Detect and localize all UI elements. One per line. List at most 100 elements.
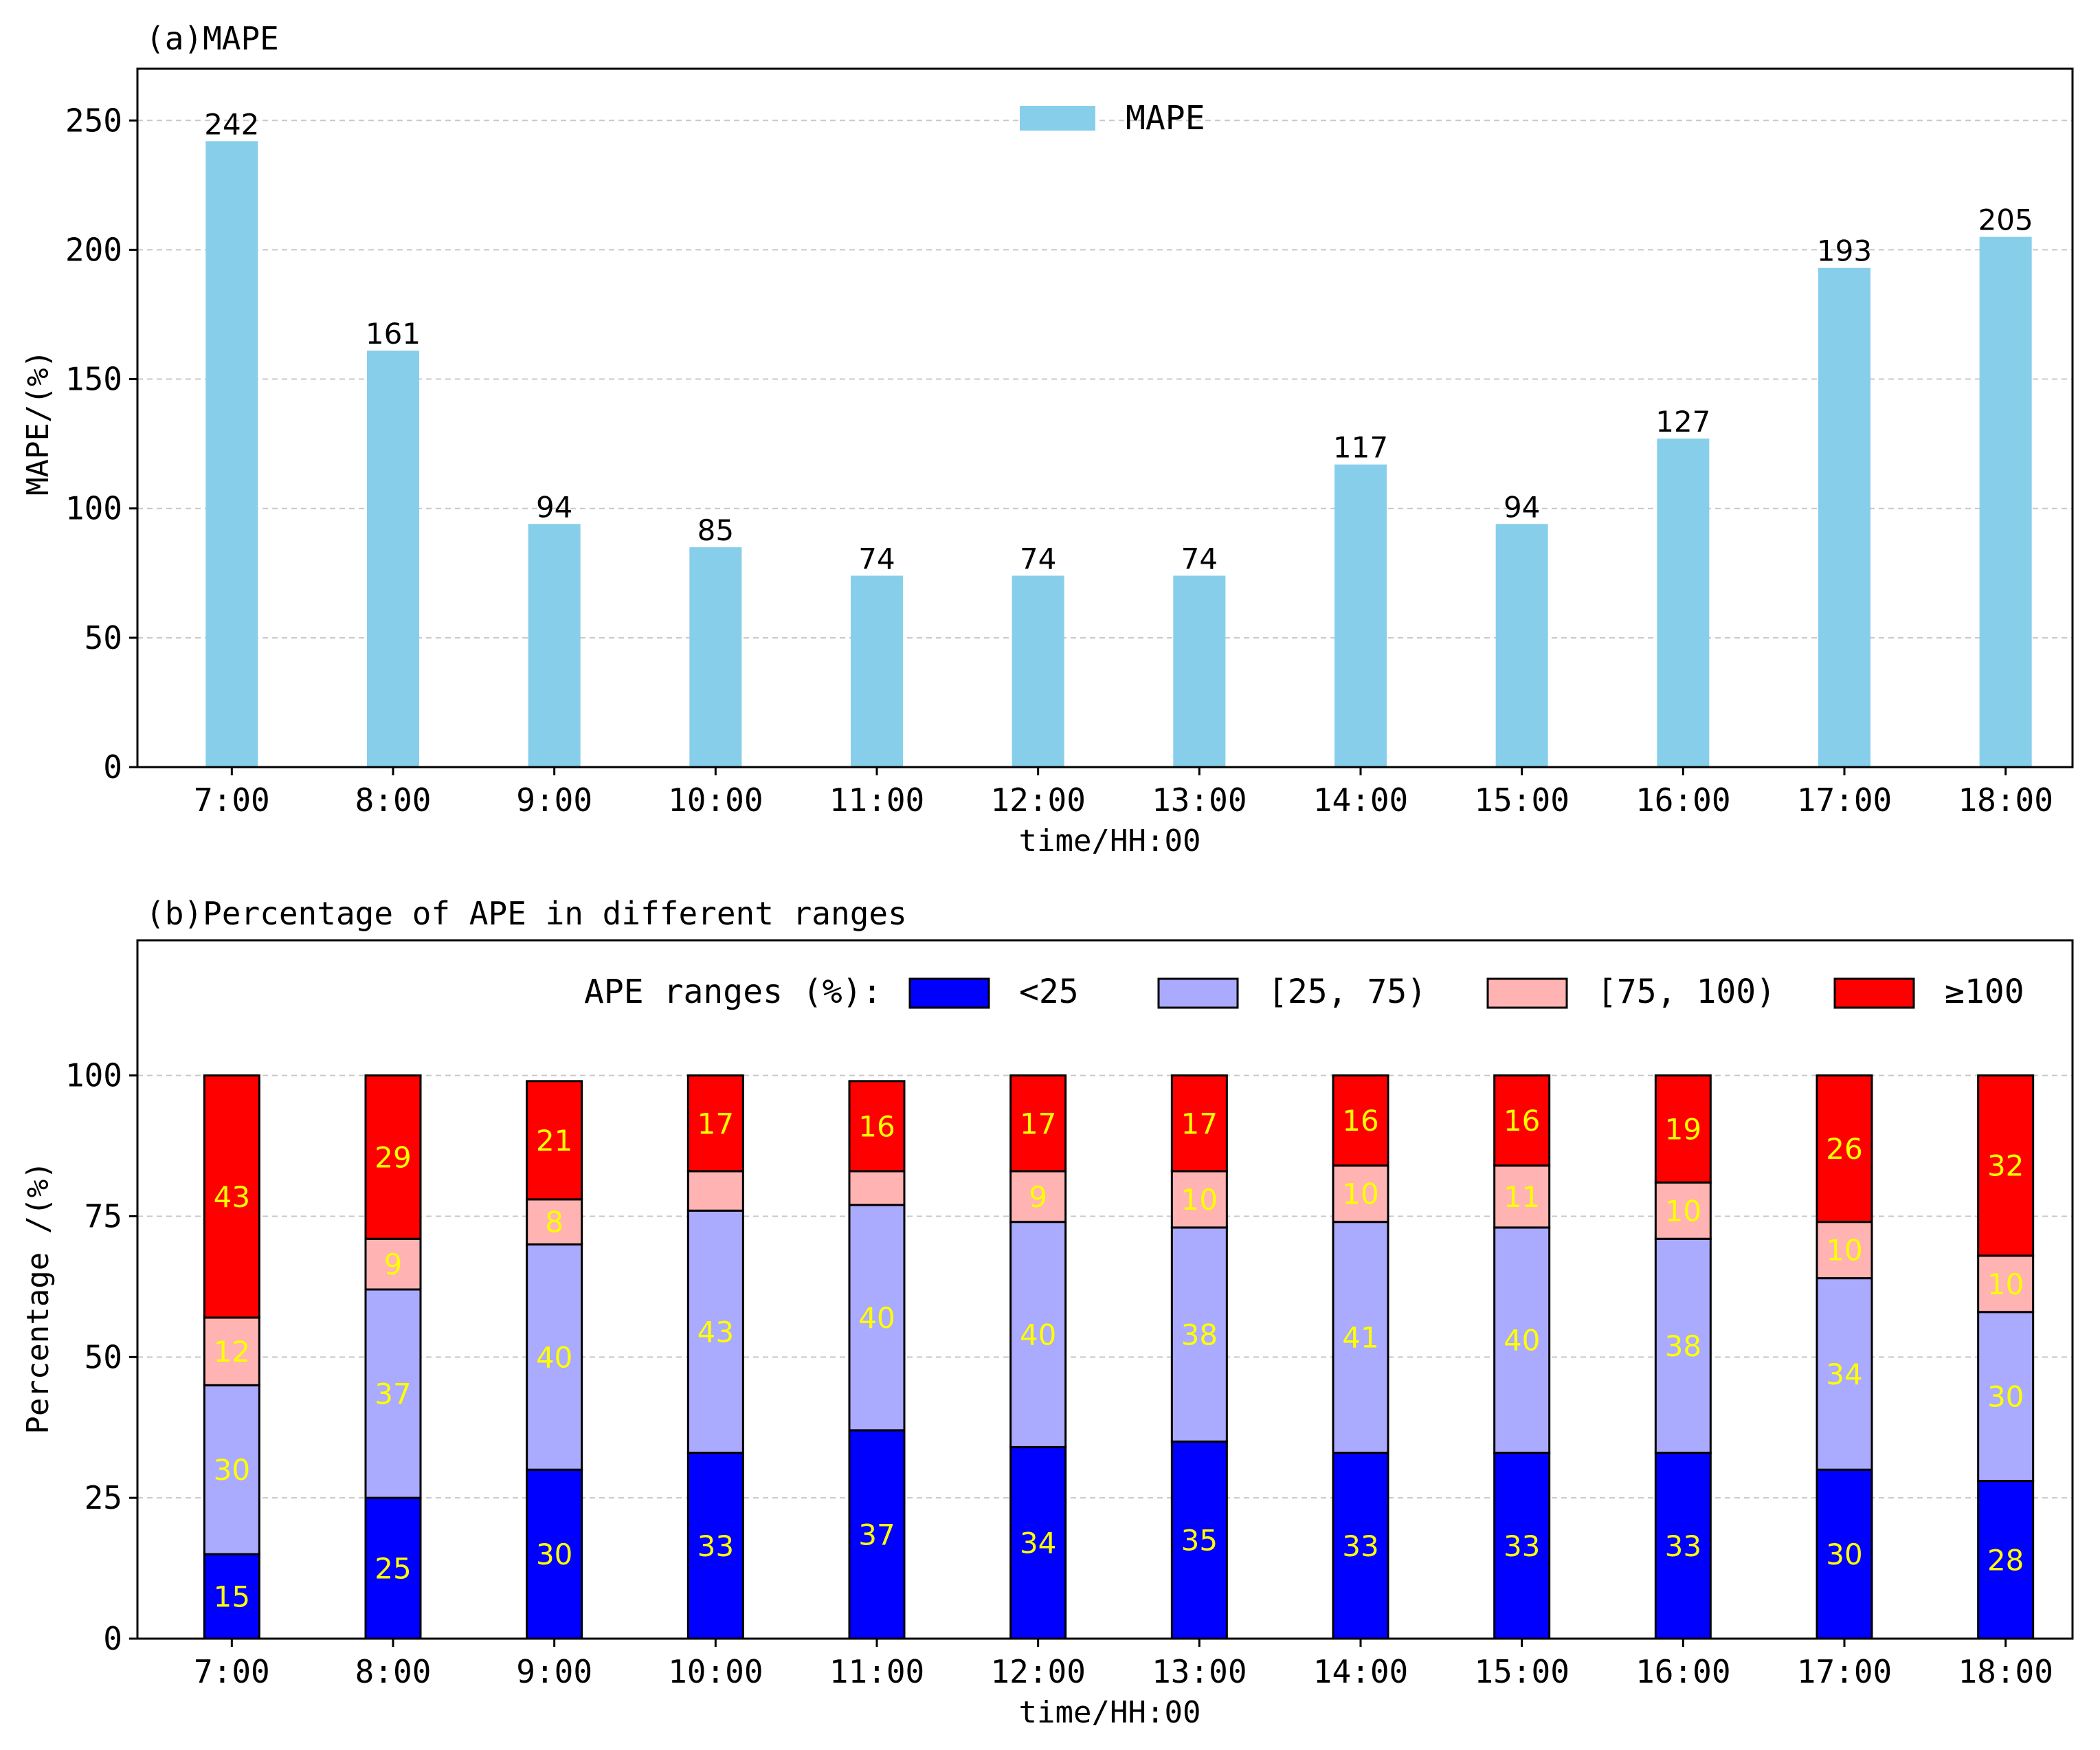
panel-b-segment-labels: 15 30 12 43 25 37 9 29 30 40 8 21 33 43 17 37 40 16 34 40 9 1… [214, 1104, 2024, 1613]
segment-value-label: 30 [536, 1538, 572, 1571]
legend-swatch-75-100 [1486, 977, 1568, 1009]
segment-value-label: 9 [384, 1248, 403, 1281]
bar-segment [364, 1074, 422, 1240]
panel-b-x-ticks: 7:00 8:00 9:00 10:00 11:00 12:00 13:00 14:00 15:… [194, 1639, 2053, 1690]
legend-swatch-ge100 [1833, 977, 1915, 1009]
segment-value-label: 35 [1181, 1524, 1218, 1558]
bar-value-label: 117 [1333, 431, 1388, 465]
segment-value-label: 12 [214, 1335, 250, 1369]
panel-a-title: (a)MAPE [146, 20, 279, 57]
bar-segment [1170, 1226, 1228, 1443]
bar [851, 575, 903, 767]
x-tick-label: 8:00 [355, 782, 432, 819]
segment-value-label: 33 [1342, 1529, 1378, 1563]
segment-value-label: 30 [1987, 1380, 2024, 1414]
bar-value-label: 161 [366, 317, 421, 351]
panel-b-y-ticks: 0 25 50 75 100 [65, 1057, 137, 1657]
segment-value-label: 33 [1504, 1529, 1540, 1563]
segment-value-label: 26 [1826, 1132, 1862, 1166]
bar [1657, 439, 1710, 767]
bar-segment [203, 1384, 260, 1555]
x-tick-label: 15:00 [1474, 782, 1569, 819]
bar-segment [1654, 1074, 1712, 1184]
bar-segment [1170, 1440, 1228, 1640]
bar-segment [1009, 1221, 1067, 1448]
x-tick-label: 11:00 [829, 1653, 924, 1690]
bar [367, 351, 419, 767]
x-tick-label: 16:00 [1635, 782, 1730, 819]
segment-value-label: 16 [1504, 1104, 1540, 1138]
segment-value-label: 30 [1826, 1538, 1862, 1571]
bar-segment [686, 1074, 744, 1173]
segment-value-label: 17 [697, 1107, 734, 1140]
bar [528, 524, 581, 767]
bar-segment [1170, 1074, 1228, 1173]
y-tick-label: 50 [85, 1338, 122, 1375]
x-tick-label: 12:00 [990, 1653, 1085, 1690]
bar-segment [1977, 1074, 2035, 1257]
bar-segment [526, 1243, 583, 1471]
x-tick-label: 9:00 [516, 782, 592, 819]
x-tick-label: 15:00 [1474, 1653, 1569, 1690]
x-tick-label: 7:00 [194, 782, 270, 819]
x-tick-label: 12:00 [990, 782, 1085, 819]
x-tick-label: 18:00 [1958, 782, 2053, 819]
legend-title-ape-ranges: APE ranges (%): [584, 973, 882, 1011]
segment-value-label: 25 [375, 1552, 411, 1586]
panel-a-y-axis-label: MAPE/(%) [21, 350, 56, 496]
legend-swatch-mape [1020, 106, 1095, 131]
y-tick-label: 25 [85, 1479, 122, 1516]
x-tick-label: 17:00 [1797, 782, 1892, 819]
bar-segment [364, 1237, 422, 1291]
x-tick-label: 7:00 [194, 1653, 270, 1690]
segment-value-label: 34 [1826, 1358, 1862, 1391]
legend-swatch-lt25 [908, 977, 990, 1009]
bar-segment [1977, 1480, 2035, 1640]
bar-segment [203, 1074, 260, 1319]
segment-value-label: 30 [214, 1453, 250, 1487]
bar [689, 547, 742, 767]
segment-value-label: 16 [1342, 1104, 1378, 1138]
panel-b-stacked-bars [203, 1074, 2035, 1640]
bar-segment [848, 1429, 906, 1640]
legend-label-25-75: [25, 75) [1268, 973, 1427, 1011]
segment-value-label: 16 [858, 1109, 895, 1143]
segment-value-label: 43 [697, 1315, 734, 1349]
bar-segment [1977, 1311, 2035, 1483]
panel-a: (a)MAPE 242 161 94 85 74 74 74 117 94 127 193 205 0… [21, 20, 2074, 859]
bar-value-label: 205 [1978, 203, 2033, 237]
segment-value-label: 40 [1504, 1324, 1540, 1358]
segment-value-label: 33 [1665, 1529, 1701, 1563]
bar-segment [526, 1468, 583, 1640]
bar-value-label: 94 [1504, 490, 1540, 524]
segment-value-label: 9 [1029, 1180, 1047, 1214]
bar-segment [686, 1452, 744, 1640]
segment-value-label: 11 [1504, 1180, 1540, 1214]
bar [1495, 524, 1548, 767]
x-tick-label: 9:00 [516, 1653, 592, 1690]
segment-value-label: 10 [1665, 1194, 1701, 1228]
x-tick-label: 13:00 [1152, 782, 1247, 819]
segment-value-label: 37 [858, 1518, 895, 1551]
x-tick-label: 18:00 [1958, 1653, 2053, 1690]
y-tick-label: 100 [65, 490, 122, 527]
segment-value-label: 17 [1181, 1107, 1218, 1140]
segment-value-label: 17 [1020, 1107, 1056, 1140]
panel-a-bars [205, 141, 2032, 767]
bar-segment [1009, 1074, 1067, 1173]
bar-value-label: 242 [204, 107, 259, 141]
panel-a-frame [136, 67, 2074, 768]
legend-label-mape: MAPE [1126, 99, 1205, 137]
x-tick-label: 10:00 [668, 1653, 763, 1690]
bar [1979, 236, 2032, 767]
x-tick-label: 16:00 [1635, 1653, 1730, 1690]
bar-value-label: 74 [858, 542, 895, 576]
y-tick-label: 0 [103, 1620, 122, 1657]
segment-value-label: 40 [536, 1340, 572, 1374]
x-tick-label: 8:00 [355, 1653, 432, 1690]
y-tick-label: 75 [85, 1197, 122, 1234]
y-tick-label: 50 [85, 619, 122, 656]
segment-value-label: 28 [1987, 1543, 2024, 1577]
bar [1173, 575, 1226, 767]
